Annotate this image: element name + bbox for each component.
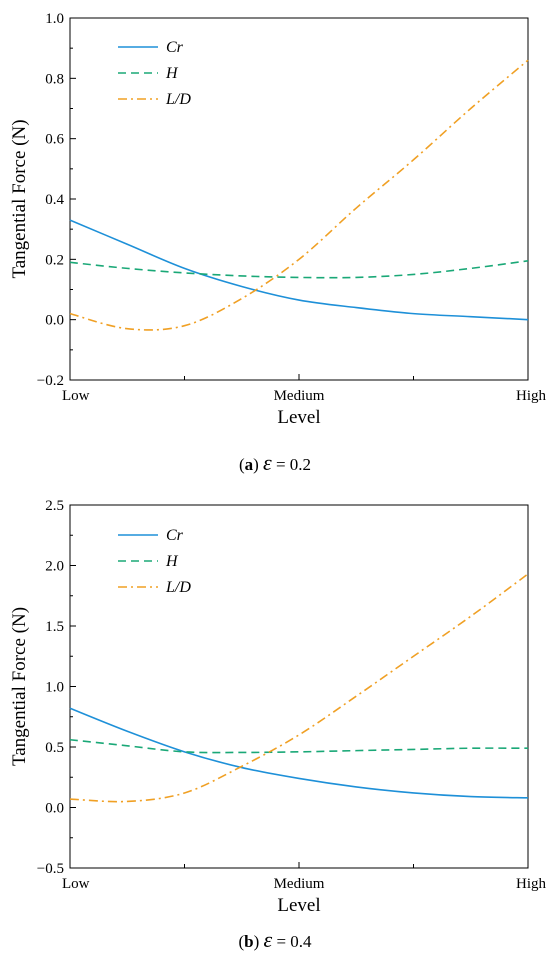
y-axis-title: Tangential Force (N) xyxy=(9,119,30,278)
legend-label: H xyxy=(165,553,179,570)
series-line-cr xyxy=(69,219,529,321)
y-tick-label: 2.5 xyxy=(45,498,64,514)
series-line-l-d xyxy=(69,573,529,803)
series-line-h xyxy=(69,738,529,754)
plot-frame xyxy=(69,504,529,869)
y-tick-label: 0.8 xyxy=(45,71,64,87)
y-tick-label: 0.0 xyxy=(45,801,64,817)
y-tick-label: −0.2 xyxy=(37,373,64,389)
legend-label: L/D xyxy=(165,579,191,596)
y-tick-label: 0.6 xyxy=(45,132,64,148)
y-tick-label: 2.0 xyxy=(45,559,64,575)
legend-label: L/D xyxy=(165,91,191,108)
chart-panel-a: −0.2 0.0 0.2 0.4 0.6 0.8 1.0 Low Medium High Level… xyxy=(9,11,547,475)
x-tick-label: Medium xyxy=(274,876,325,892)
legend-label: Cr xyxy=(166,527,184,544)
x-tick-label: Low xyxy=(62,388,90,404)
y-tick-label: 1.5 xyxy=(45,619,64,635)
y-tick-label: 1.0 xyxy=(45,680,64,696)
y-tick-label: 1.0 xyxy=(45,11,64,27)
y-axis-title: Tangential Force (N) xyxy=(9,607,30,766)
chart-panel-b: −0.5 0.0 0.5 1.0 1.5 2.0 2.5 Low Medium High Level… xyxy=(9,498,547,952)
x-tick-label: Medium xyxy=(274,388,325,404)
y-tick-label: −0.5 xyxy=(37,861,64,877)
y-tick-label: 0.2 xyxy=(45,252,64,268)
legend-label: Cr xyxy=(166,39,184,56)
y-tick-label: 0.5 xyxy=(45,740,64,756)
y-tick-label: 0.0 xyxy=(45,313,64,329)
series-line-l-d xyxy=(69,59,529,331)
x-axis-title: Level xyxy=(277,895,320,916)
series-line-h xyxy=(69,260,529,279)
x-tick-label: Low xyxy=(62,876,90,892)
x-tick-label: High xyxy=(516,876,547,892)
x-tick-label: High xyxy=(516,388,547,404)
x-axis-title: Level xyxy=(277,407,320,428)
y-tick-label: 0.4 xyxy=(45,192,64,208)
chart-caption: (b) ε = 0.4 xyxy=(238,927,312,952)
series-line-cr xyxy=(69,707,529,799)
legend-label: H xyxy=(165,65,179,82)
chart-caption: (a) ε = 0.2 xyxy=(239,450,311,475)
